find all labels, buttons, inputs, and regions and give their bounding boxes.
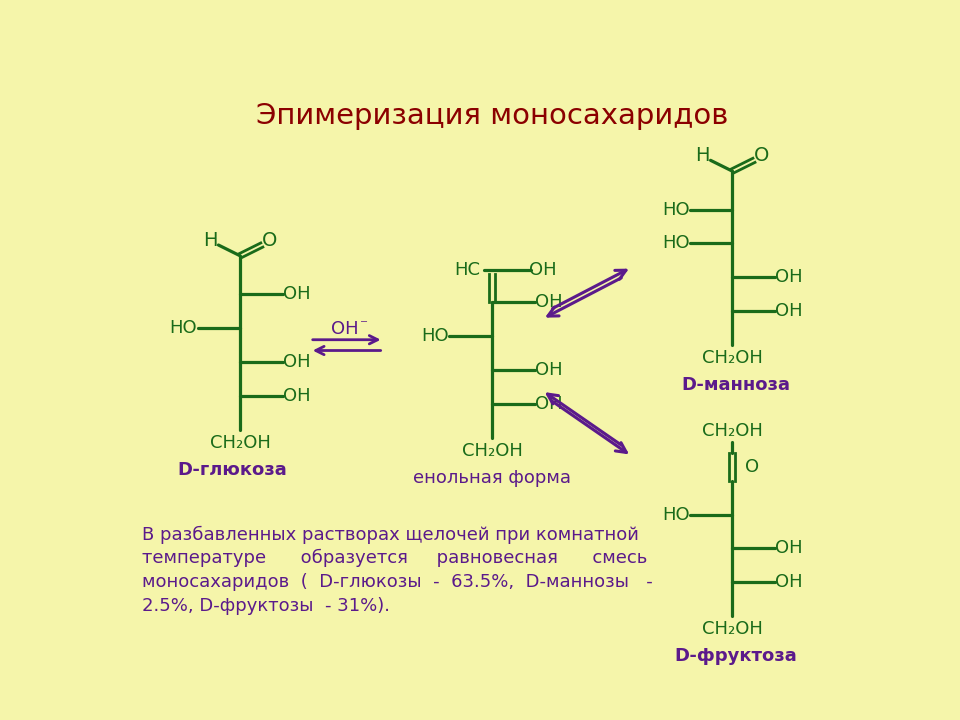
- Text: В разбавленных растворах щелочей при комнатной: В разбавленных растворах щелочей при ком…: [142, 526, 638, 544]
- Text: D-глюкоза: D-глюкоза: [178, 461, 287, 479]
- Text: OH: OH: [283, 285, 310, 303]
- Text: CH₂OH: CH₂OH: [702, 349, 762, 367]
- Text: CH₂OH: CH₂OH: [462, 441, 522, 459]
- Text: O: O: [745, 458, 758, 476]
- Text: CH₂OH: CH₂OH: [209, 434, 271, 452]
- Text: ⁻: ⁻: [360, 318, 368, 333]
- Text: OH: OH: [775, 302, 803, 320]
- Text: OH: OH: [535, 293, 563, 311]
- Text: O: O: [754, 146, 769, 165]
- Text: HO: HO: [661, 235, 689, 253]
- Text: Эпимеризация моносахаридов: Эпимеризация моносахаридов: [255, 102, 729, 130]
- Text: H: H: [696, 146, 710, 165]
- Text: H: H: [204, 231, 218, 250]
- Text: OH: OH: [283, 387, 310, 405]
- Text: HC: HC: [454, 261, 480, 279]
- Text: HO: HO: [170, 319, 198, 337]
- Text: енольная форма: енольная форма: [413, 469, 571, 487]
- Text: OH: OH: [283, 353, 310, 371]
- Text: O: O: [262, 231, 277, 250]
- Text: OH: OH: [775, 539, 803, 557]
- Text: температуре      образуется     равновесная      смесь: температуре образуется равновесная смесь: [142, 549, 647, 567]
- Text: HO: HO: [661, 201, 689, 219]
- Text: HO: HO: [661, 505, 689, 523]
- Text: D-манноза: D-манноза: [682, 376, 791, 394]
- Text: OH: OH: [775, 573, 803, 591]
- Text: CH₂OH: CH₂OH: [702, 620, 762, 638]
- Text: HO: HO: [421, 327, 449, 345]
- Text: D-фруктоза: D-фруктоза: [675, 647, 798, 665]
- Text: OH: OH: [535, 361, 563, 379]
- Text: OH: OH: [529, 261, 556, 279]
- Text: OH: OH: [331, 320, 359, 338]
- Text: CH₂OH: CH₂OH: [702, 423, 762, 441]
- Text: 2.5%, D-фруктозы  - 31%).: 2.5%, D-фруктозы - 31%).: [142, 597, 390, 615]
- Text: OH: OH: [775, 269, 803, 287]
- Text: OH: OH: [535, 395, 563, 413]
- Text: моносахаридов  (  D-глюкозы  -  63.5%,  D-маннозы   -: моносахаридов ( D-глюкозы - 63.5%, D-ман…: [142, 573, 653, 591]
